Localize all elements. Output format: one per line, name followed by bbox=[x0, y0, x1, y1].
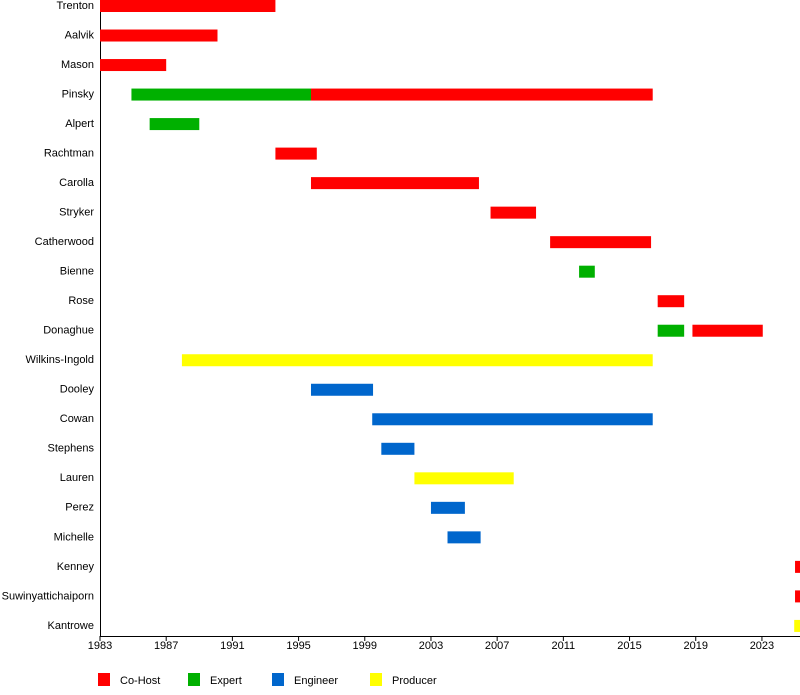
legend-label: Producer bbox=[392, 675, 437, 687]
row-label: Trenton bbox=[56, 0, 94, 12]
x-tick-label: 2019 bbox=[684, 640, 708, 652]
row-label: Michelle bbox=[54, 531, 94, 543]
bar bbox=[430, 501, 465, 514]
x-tick-label: 1987 bbox=[154, 640, 178, 652]
bar bbox=[131, 88, 311, 101]
bar bbox=[310, 383, 374, 396]
x-tick-label: 2023 bbox=[750, 640, 774, 652]
legend-label: Expert bbox=[210, 675, 242, 687]
x-tick-label: 2003 bbox=[419, 640, 443, 652]
row-label: Mason bbox=[61, 59, 94, 71]
bar bbox=[100, 29, 218, 42]
row-label: Kenney bbox=[57, 561, 95, 573]
bar bbox=[100, 0, 276, 12]
bar bbox=[310, 88, 653, 101]
bar bbox=[181, 354, 653, 367]
row-label: Alpert bbox=[65, 118, 94, 130]
row-label: Carolla bbox=[59, 177, 95, 189]
row-label: Aalvik bbox=[65, 29, 95, 41]
legend-label: Engineer bbox=[294, 675, 338, 687]
row-label: Stephens bbox=[48, 443, 95, 455]
legend-swatch bbox=[188, 673, 200, 686]
row-label: Wilkins-Ingold bbox=[26, 354, 94, 366]
row-label: Stryker bbox=[59, 207, 94, 219]
bar bbox=[794, 619, 800, 632]
legend-label: Co-Host bbox=[120, 675, 160, 687]
row-label: Donaghue bbox=[43, 325, 94, 337]
bar bbox=[447, 531, 481, 544]
row-label: Rose bbox=[68, 295, 94, 307]
legend-swatch bbox=[98, 673, 110, 686]
bar bbox=[100, 59, 167, 72]
bar bbox=[657, 324, 685, 337]
row-label: Dooley bbox=[60, 384, 95, 396]
row-label: Lauren bbox=[60, 472, 94, 484]
bar bbox=[550, 236, 652, 249]
x-tick-label: 2011 bbox=[552, 640, 576, 652]
bar bbox=[795, 590, 800, 603]
bar bbox=[657, 295, 685, 308]
x-tick-label: 1991 bbox=[220, 640, 244, 652]
bar bbox=[490, 206, 537, 219]
bar bbox=[414, 472, 514, 485]
row-label: Bienne bbox=[60, 266, 94, 278]
row-label: Cowan bbox=[60, 413, 94, 425]
bar bbox=[275, 147, 317, 160]
row-label: Suwinyattichaiporn bbox=[2, 590, 94, 602]
x-tick-label: 2007 bbox=[485, 640, 509, 652]
row-label: Pinsky bbox=[62, 88, 95, 100]
bar bbox=[795, 560, 800, 573]
bar bbox=[579, 265, 595, 278]
row-label: Catherwood bbox=[35, 236, 94, 248]
legend-swatch bbox=[272, 673, 284, 686]
row-label: Kantrowe bbox=[48, 620, 94, 632]
row-label: Perez bbox=[65, 502, 94, 514]
x-tick-label: 1999 bbox=[353, 640, 377, 652]
row-label: Rachtman bbox=[44, 148, 94, 160]
x-tick-label: 1983 bbox=[88, 640, 112, 652]
bar bbox=[149, 118, 200, 131]
x-tick-label: 2015 bbox=[617, 640, 641, 652]
bar bbox=[692, 324, 763, 337]
legend-swatch bbox=[370, 673, 382, 686]
bar bbox=[372, 413, 653, 426]
bar bbox=[381, 442, 415, 455]
bar bbox=[310, 177, 479, 190]
x-tick-label: 1995 bbox=[286, 640, 310, 652]
